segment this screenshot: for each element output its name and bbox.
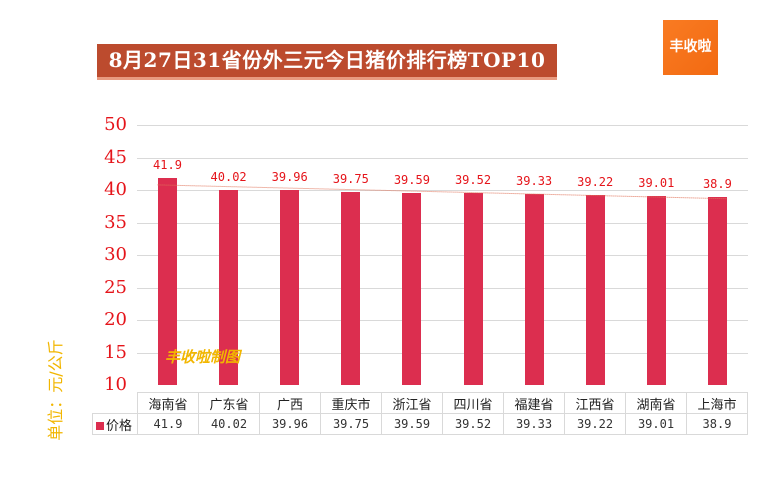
brand-logo: 丰收啦 <box>663 20 718 75</box>
value-cell: 39.33 <box>503 413 565 435</box>
bar-value-label: 39.01 <box>638 176 675 191</box>
bar <box>341 191 361 385</box>
bar-value-label: 38.9 <box>702 177 732 192</box>
bar <box>158 177 178 385</box>
chart-title: 8月27日31省份外三元今日猪价排行榜TOP10 <box>97 44 557 80</box>
gridline <box>137 255 748 256</box>
value-cell: 40.02 <box>198 413 260 435</box>
bar-value-label: 39.59 <box>393 172 430 187</box>
y-tick-label: 10 <box>104 374 127 395</box>
bar-value-label: 41.9 <box>153 157 182 172</box>
legend-swatch-icon <box>96 422 104 430</box>
bar <box>402 192 422 385</box>
data-table: 海南省 广东省 广西 重庆市 浙江省 四川省 福建省 江西省 湖南省 上海市 价格 41.9 40.… <box>92 392 748 435</box>
bar-value-label: 39.33 <box>516 174 553 189</box>
bar-value-label: 39.75 <box>332 171 369 186</box>
category-cell: 湖南省 <box>625 392 687 414</box>
bar <box>585 195 605 385</box>
bar-value-label: 39.22 <box>577 175 614 190</box>
value-cell: 38.9 <box>686 413 748 435</box>
bar-value-label: 39.52 <box>454 173 492 188</box>
value-cell: 39.75 <box>320 413 382 435</box>
gridline <box>137 223 748 224</box>
category-cell: 广东省 <box>198 392 260 414</box>
y-tick-label: 35 <box>104 211 127 233</box>
bar-value-label: 39.96 <box>271 170 308 185</box>
gridline <box>137 288 748 289</box>
y-tick-label: 25 <box>104 276 127 298</box>
series-name: 价格 <box>106 418 133 434</box>
value-cell: 39.59 <box>381 413 443 435</box>
bar <box>707 197 727 385</box>
gridline <box>137 190 748 191</box>
table-corner <box>92 392 138 414</box>
bar <box>280 190 300 385</box>
y-tick-label: 50 <box>104 114 127 135</box>
value-cell: 39.52 <box>442 413 504 435</box>
value-cell: 41.9 <box>137 413 199 435</box>
gridline <box>137 320 748 321</box>
value-cell: 39.22 <box>564 413 626 435</box>
bar <box>524 194 544 385</box>
bar <box>646 196 666 385</box>
gridline <box>137 158 748 159</box>
bar-value-label: 40.02 <box>210 169 247 184</box>
y-tick-label: 40 <box>104 179 127 200</box>
gridline <box>137 125 748 126</box>
category-cell: 广西 <box>259 392 321 414</box>
category-cell: 浙江省 <box>381 392 443 414</box>
value-cell: 39.01 <box>625 413 687 435</box>
category-cell: 四川省 <box>442 392 504 414</box>
category-cell: 福建省 <box>503 392 565 414</box>
gridline <box>137 353 748 354</box>
series-legend: 价格 <box>92 413 138 435</box>
category-cell: 海南省 <box>137 392 199 414</box>
category-row: 海南省 广东省 广西 重庆市 浙江省 四川省 福建省 江西省 湖南省 上海市 <box>92 392 748 414</box>
y-tick-label: 45 <box>104 146 127 168</box>
category-cell: 上海市 <box>686 392 748 414</box>
bar <box>463 193 483 385</box>
value-row: 价格 41.9 40.02 39.96 39.75 39.59 39.52 39.33 39.… <box>92 413 748 435</box>
watermark: 丰收啦制图 <box>165 348 241 366</box>
category-cell: 重庆市 <box>320 392 382 414</box>
value-cell: 39.96 <box>259 413 321 435</box>
bar <box>219 189 239 385</box>
y-tick-label: 30 <box>104 244 127 265</box>
y-tick-label: 20 <box>104 309 127 330</box>
category-cell: 江西省 <box>564 392 626 414</box>
y-tick-label: 15 <box>104 341 127 363</box>
